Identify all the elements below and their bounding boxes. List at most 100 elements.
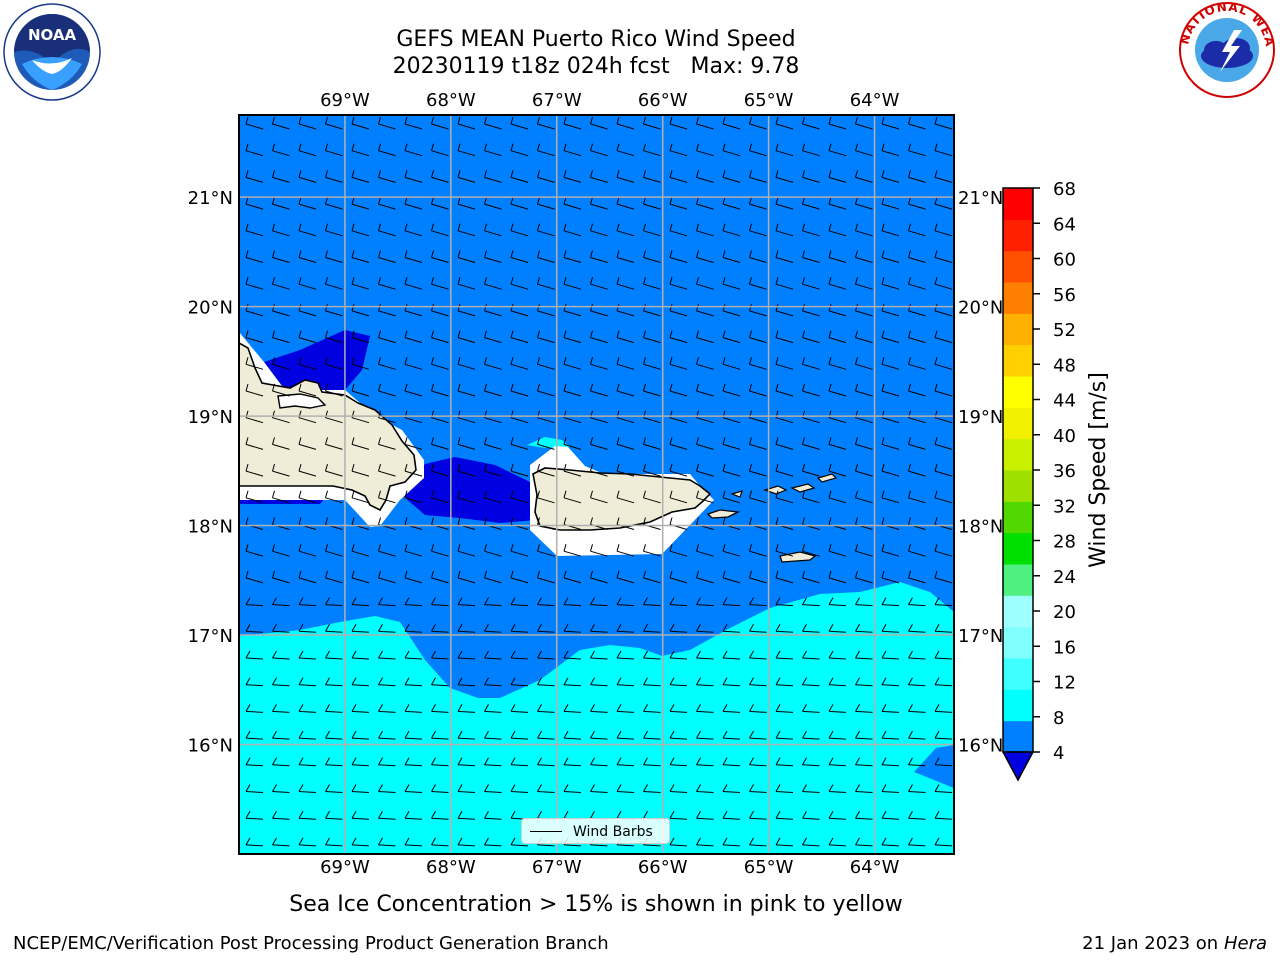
wind-barb bbox=[351, 757, 370, 767]
wind-barb bbox=[855, 357, 873, 370]
wind-barb bbox=[908, 357, 926, 370]
wind-barb bbox=[404, 223, 423, 237]
wind-barb bbox=[537, 784, 555, 793]
wind-barb bbox=[669, 650, 688, 660]
wind-barb bbox=[272, 730, 290, 740]
wind-barb bbox=[510, 223, 529, 237]
wind-barb bbox=[563, 730, 582, 740]
wind-barb bbox=[325, 730, 343, 740]
wind-barb bbox=[563, 116, 582, 130]
wind-barb bbox=[722, 490, 741, 504]
wind-barb bbox=[431, 757, 449, 767]
wind-barb bbox=[908, 677, 926, 687]
wind-barb bbox=[749, 544, 767, 557]
wind-barb bbox=[351, 116, 370, 130]
wind-barb bbox=[775, 383, 794, 397]
wind-barb bbox=[908, 116, 926, 130]
wind-barb bbox=[908, 490, 926, 504]
wind-barb bbox=[457, 544, 476, 557]
wind-barb bbox=[616, 357, 635, 370]
wind-barb bbox=[298, 490, 317, 504]
wind-barb bbox=[537, 677, 555, 687]
wind-barb bbox=[616, 730, 635, 740]
wind-barb bbox=[722, 223, 741, 237]
colorbar-segment bbox=[1003, 376, 1033, 408]
wind-barb bbox=[351, 570, 370, 584]
wind-barb bbox=[749, 624, 767, 633]
wind-barb bbox=[855, 784, 873, 793]
wind-barb bbox=[563, 250, 582, 263]
wind-barb bbox=[802, 437, 820, 450]
wind-barb bbox=[272, 570, 290, 584]
wind-barb bbox=[881, 677, 900, 687]
colorbar-tick-label: 44 bbox=[1053, 391, 1076, 412]
wind-barb bbox=[616, 437, 635, 450]
wind-barb bbox=[272, 223, 290, 237]
wind-barb bbox=[510, 357, 529, 370]
wind-barb bbox=[325, 357, 343, 370]
lat-tick-label: 16°N bbox=[958, 736, 1003, 757]
wind-barb bbox=[828, 223, 847, 237]
wind-barb bbox=[537, 116, 555, 130]
colorbar-tick-label: 32 bbox=[1053, 496, 1076, 517]
colorbar-tick-label: 24 bbox=[1053, 567, 1076, 588]
nws-logo: NATIONAL WEATHER SERVICE bbox=[1176, 0, 1276, 98]
wind-barb bbox=[457, 730, 476, 740]
wind-barb bbox=[431, 303, 449, 317]
colorbar-segment bbox=[1003, 219, 1033, 252]
wind-barb bbox=[696, 650, 714, 660]
wind-barb bbox=[616, 704, 635, 713]
wind-barb bbox=[298, 277, 317, 290]
wind-barb bbox=[934, 624, 953, 633]
colorbar-tick-label: 8 bbox=[1053, 708, 1064, 729]
wind-barb bbox=[563, 196, 582, 210]
wind-barb bbox=[775, 330, 794, 344]
wind-barb bbox=[881, 704, 900, 713]
wind-barb bbox=[537, 597, 555, 607]
wind-barb bbox=[616, 196, 635, 210]
wind-barb bbox=[510, 250, 529, 263]
wind-barb bbox=[934, 677, 953, 687]
wind-barb bbox=[563, 463, 582, 477]
wind-barb bbox=[934, 250, 953, 263]
wind-barb bbox=[404, 837, 423, 847]
wind-barb bbox=[457, 810, 476, 820]
lon-tick-label: 67°W bbox=[532, 90, 582, 111]
wind-barb bbox=[934, 223, 953, 237]
wind-barb bbox=[272, 677, 290, 687]
wind-barb bbox=[749, 143, 767, 157]
wind-barb bbox=[828, 330, 847, 344]
wind-barb bbox=[298, 757, 317, 767]
lat-tick-label: 19°N bbox=[958, 407, 1003, 428]
wind-barb bbox=[749, 757, 767, 767]
ocean-dark-patch-north bbox=[264, 330, 370, 392]
wind-barb bbox=[643, 730, 661, 740]
wind-barb bbox=[457, 250, 476, 263]
wind-barb bbox=[431, 570, 449, 584]
wind-barb bbox=[775, 196, 794, 210]
wind-barb bbox=[537, 704, 555, 713]
wind-barb bbox=[484, 730, 502, 740]
wind-barb bbox=[510, 170, 529, 183]
wind-barb bbox=[749, 437, 767, 450]
wind-barb bbox=[510, 116, 529, 130]
wind-barb bbox=[378, 116, 396, 130]
wind-barb bbox=[378, 704, 396, 713]
wind-barb bbox=[934, 196, 953, 210]
wind-barb bbox=[802, 357, 820, 370]
colorbar-segment bbox=[1003, 344, 1033, 377]
wind-barb bbox=[484, 784, 502, 793]
wind-barb bbox=[775, 490, 794, 504]
wind-barb bbox=[881, 597, 900, 607]
wind-barb bbox=[643, 784, 661, 793]
wind-barb bbox=[431, 143, 449, 157]
wind-barb bbox=[563, 677, 582, 687]
wind-barb bbox=[298, 677, 317, 687]
wind-barb bbox=[775, 437, 794, 450]
wind-barb bbox=[934, 544, 953, 557]
wind-barb bbox=[934, 597, 953, 607]
wind-barb bbox=[802, 383, 820, 397]
land-vieques bbox=[706, 509, 741, 519]
wind-barb bbox=[457, 490, 476, 504]
